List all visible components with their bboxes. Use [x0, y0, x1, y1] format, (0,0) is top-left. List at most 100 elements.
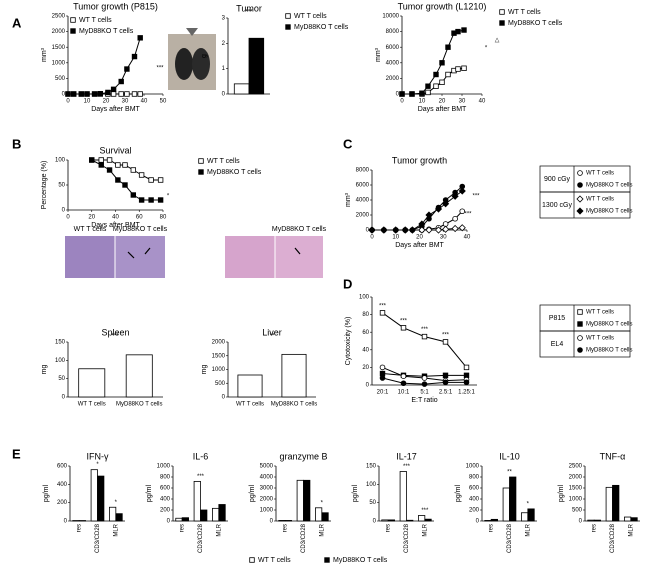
marker — [442, 339, 449, 345]
chart-title: Tumor growth (L1210) — [398, 1, 487, 11]
marker — [451, 192, 459, 200]
y-tick-label: 1000 — [157, 464, 171, 470]
marker — [118, 78, 124, 85]
y-axis-label: pg/ml — [249, 485, 256, 503]
marker — [115, 177, 121, 183]
x-tick-label: 5:1 — [420, 390, 429, 396]
legend-box — [539, 191, 631, 219]
chart-title: IL-10 — [499, 451, 520, 461]
bar — [281, 353, 307, 398]
marker — [439, 79, 445, 85]
y-tick-label: 600 — [57, 464, 68, 470]
x-tick-label: 30 — [440, 235, 447, 241]
marker — [401, 226, 409, 234]
y-tick-label: 80 — [362, 312, 369, 318]
bar — [630, 517, 638, 522]
marker — [380, 226, 388, 234]
y-tick-label: 40 — [362, 347, 369, 353]
bar — [237, 374, 263, 398]
y-tick-label: 2000 — [386, 76, 400, 82]
y-axis-label: pg/ml — [352, 485, 359, 503]
y-tick-label: 0 — [373, 519, 377, 525]
marker — [131, 91, 138, 97]
marker — [285, 24, 291, 30]
x-tick-label: 20:1 — [377, 390, 389, 396]
x-tick-label: MLR — [422, 523, 428, 536]
y-axis-label: pg/ml — [43, 485, 50, 503]
marker — [137, 35, 143, 41]
y-tick-label: 50 — [58, 183, 65, 189]
marker — [148, 177, 154, 183]
y-tick-label: 100 — [359, 295, 370, 301]
marker — [110, 86, 117, 93]
annotation: *** — [111, 334, 119, 340]
x-tick-label: 10:1 — [398, 390, 410, 396]
bar — [406, 519, 414, 522]
y-axis-label: mm³ — [375, 47, 382, 62]
marker — [442, 372, 449, 379]
bar — [193, 480, 201, 522]
y-tick-label: 0 — [62, 208, 66, 214]
marker — [157, 177, 164, 183]
y-tick-label: 8000 — [356, 168, 370, 174]
marker — [98, 157, 104, 163]
bar — [587, 519, 595, 522]
y-tick-label: 800 — [469, 475, 480, 481]
marker — [425, 83, 431, 89]
x-tick-label: 1.25:1 — [458, 390, 475, 396]
marker — [433, 71, 439, 78]
marker — [115, 162, 121, 168]
y-tick-label: 2 — [222, 41, 226, 47]
y-tick-label: 60 — [362, 330, 369, 336]
bar — [321, 512, 329, 522]
histology — [65, 236, 323, 278]
annotation: ** — [507, 470, 512, 476]
y-tick-label: 2000 — [260, 497, 274, 503]
y-tick-label: 400 — [57, 482, 68, 488]
y-tick-label: 150 — [55, 340, 66, 346]
marker — [421, 333, 428, 340]
legend-label: WT T cells — [586, 336, 614, 342]
y-tick-label: 3000 — [260, 486, 274, 492]
y-tick-label: 800 — [160, 475, 171, 481]
bar — [612, 484, 620, 522]
chart-title: Liver — [262, 327, 282, 337]
legend-label: WT T cells — [586, 310, 614, 316]
annotation: *** — [400, 318, 408, 324]
marker — [418, 226, 426, 234]
bar — [387, 519, 395, 522]
x-tick-label: MLR — [628, 523, 634, 536]
y-tick-label: 20 — [362, 365, 369, 371]
panel-label: E — [12, 446, 21, 461]
y-axis-label: g — [201, 54, 208, 58]
x-tick-label: MyD88KO T cells — [116, 402, 162, 408]
x-tick-label: 40 — [479, 99, 486, 105]
annotation: * — [485, 46, 488, 52]
legend-group-label: P815 — [549, 315, 565, 322]
bar — [125, 354, 153, 398]
marker — [418, 220, 426, 228]
marker — [577, 170, 583, 176]
x-tick-label: MyD88KO T cells — [271, 402, 317, 408]
x-tick-label: WT T cells — [78, 402, 106, 408]
chart-title: Tumor — [236, 3, 262, 13]
x-tick-label: 0 — [66, 99, 70, 105]
x-tick-label: WT T cells — [236, 402, 264, 408]
y-tick-label: 1000 — [52, 60, 66, 66]
annotation: * — [167, 194, 170, 200]
marker — [499, 20, 505, 26]
x-tick-label: 20 — [416, 235, 423, 241]
x-tick-label: 0 — [66, 215, 70, 221]
y-tick-label: 1500 — [52, 45, 66, 51]
chart-title: IFN-γ — [87, 451, 109, 461]
legend-label: MyD88KO T cells — [207, 169, 262, 176]
y-tick-label: 600 — [160, 486, 171, 492]
annotation: *** — [421, 327, 429, 333]
marker — [124, 66, 130, 72]
y-axis-label: mg — [41, 365, 48, 375]
bar — [212, 507, 220, 522]
y-tick-label: 0 — [579, 519, 583, 525]
marker — [445, 44, 451, 50]
bar — [490, 518, 498, 522]
marker — [442, 379, 449, 386]
